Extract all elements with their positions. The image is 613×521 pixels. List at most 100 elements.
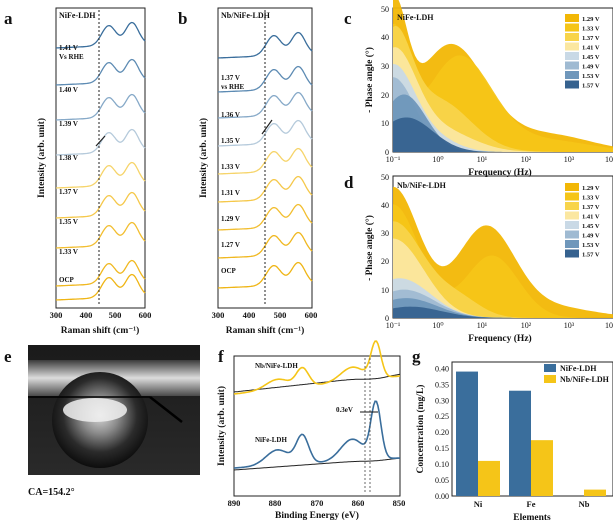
raman-a-label-6: 1.35 V [59, 218, 78, 226]
xps-frame [233, 355, 401, 497]
bode-c-legend-label-7: 1.57 V [582, 83, 600, 90]
raman-b-label-4: 1.33 V [221, 163, 240, 171]
bode-c-legend-swatch-5 [565, 61, 579, 70]
raman-b-label-8: OCP [221, 267, 237, 275]
bode-d-legend-label-6: 1.53 V [582, 242, 600, 249]
raman-b-label-5: 1.31 V [221, 189, 240, 197]
bode-c-legend-swatch-3 [565, 42, 579, 51]
bar-nb-1 [584, 489, 606, 496]
bode-d-ytick-2: 20 [381, 257, 389, 266]
raman-b-arrow [261, 119, 273, 135]
xps-label-top: Nb/NiFe-LDH [255, 362, 298, 370]
bode-d-ytick-3: 30 [381, 229, 389, 238]
raman-a-label-5: 1.37 V [59, 188, 78, 196]
raman-a-curve-3 [55, 128, 146, 156]
bode-c-legend-swatch-6 [565, 71, 579, 79]
raman-b-curve-4 [217, 147, 313, 175]
xps-xtick-2: 870 [311, 498, 324, 508]
xps-xtick-4: 850 [393, 498, 406, 508]
raman-b-curve-0 [217, 31, 313, 59]
bar-xlabel: Elements [513, 513, 551, 521]
bode-d-title: Nb/NiFe-LDH [397, 181, 447, 190]
raman-a-frame [55, 7, 146, 309]
contact-angle-photo: CA=154.2° [28, 345, 200, 498]
bode-c-xtick-0: 10⁻¹ [386, 155, 401, 164]
raman-b-xtick-0: 300 [212, 310, 225, 320]
bode-c-legend-label-0: 1.29 V [582, 16, 600, 23]
panel-label-g: g [412, 347, 421, 366]
bode-d-legend-swatch-7 [565, 249, 579, 258]
droplet-highlight [63, 398, 127, 422]
raman-b-xlabel: Raman shift (cm⁻¹) [226, 325, 305, 336]
bode-c-legend-label-3: 1.41 V [582, 45, 600, 52]
raman-b-label-0: 1.37 V [221, 74, 240, 82]
raman-b-label-2: 1.36 V [221, 111, 240, 119]
bode-c-xtick-5: 10 [605, 155, 613, 164]
bode-d-xtick-4: 10³ [564, 321, 575, 330]
bar-ytick-1: 0.05 [435, 476, 449, 485]
bar-ni-0 [456, 371, 478, 496]
bode-c-title: NiFe-LDH [397, 13, 434, 22]
bode-d-legend-swatch-2 [565, 202, 579, 210]
bar-fe-1 [531, 440, 553, 496]
raman-b-curve-7 [217, 231, 313, 259]
bode-c-ytick-2: 20 [381, 91, 389, 100]
raman-b-title: Nb/NiFe-LDH [221, 11, 271, 20]
bode-d-ytick-0: 0 [385, 314, 389, 323]
bar-xticks: Ni Fe Nb [474, 499, 590, 509]
bode-d-legend-swatch-0 [565, 183, 579, 191]
bar-xtick-2: Nb [579, 499, 590, 509]
raman-b-curve-6 [217, 203, 313, 231]
bode-c-ytick-1: 10 [381, 119, 389, 128]
xps-label-bottom: NiFe-LDH [255, 436, 287, 444]
raman-a-title: NiFe-LDH [59, 11, 96, 20]
bode-c-legend-swatch-0 [565, 14, 579, 22]
bode-d-legend-label-7: 1.57 V [582, 252, 600, 259]
bar-xtick-1: Fe [527, 499, 536, 509]
raman-a-ylabel: Intensity (arb. unit) [36, 118, 47, 198]
raman-a-label-2: 1.40 V [59, 86, 78, 94]
bode-c-legend-swatch-1 [565, 23, 579, 32]
xps-panel: 0.3eV Nb/NiFe-LDH NiFe-LDH 890 880 870 8… [216, 340, 406, 521]
bode-c-ytick-5: 50 [381, 5, 389, 14]
bode-d-legend-label-4: 1.45 V [582, 223, 600, 230]
bode-d-legend-label-3: 1.41 V [582, 214, 600, 221]
raman-a-label-8: OCP [59, 276, 75, 284]
raman-a-panel: NiFe-LDH 1.41 V Vs RHE 1.40 V 1.39 V 1.3… [36, 7, 151, 336]
bode-c-panel: NiFe-LDH 0 10 20 30 40 50 10⁻¹ 10⁰ 10¹ 1… [364, 0, 613, 178]
bode-c-legend-label-4: 1.45 V [582, 54, 600, 61]
xps-xtick-3: 860 [352, 498, 365, 508]
xps-background-bottom [233, 457, 401, 471]
raman-b-frame [217, 7, 313, 309]
bode-d-xlabel: Frequency (Hz) [468, 333, 531, 344]
panel-label-c: c [344, 9, 352, 28]
bar-ytick-7: 0.35 [435, 380, 449, 389]
xps-xtick-0: 890 [228, 498, 241, 508]
bode-d-legend-swatch-5 [565, 230, 579, 239]
raman-a-curve-2 [55, 93, 146, 121]
bode-c-legend-swatch-2 [565, 33, 579, 41]
bar-ni-1 [478, 460, 500, 496]
raman-a-curve-7 [55, 259, 146, 287]
bar-ylabel: Concentration (mg/L) [415, 385, 426, 474]
raman-a-curve-4 [55, 161, 146, 189]
bode-c-xtick-1: 10⁰ [432, 155, 443, 164]
xps-curves [233, 340, 401, 471]
bode-d-legend-label-0: 1.29 V [582, 185, 600, 192]
bode-c-xtick-4: 10³ [564, 155, 575, 164]
bode-c-ytick-0: 0 [385, 148, 389, 157]
xps-ylabel: Intensity (arb. unit) [216, 386, 227, 466]
bar-panel: 0.000.050.100.150.200.250.300.350.40 Ni F… [415, 361, 613, 521]
raman-b-curve-5 [217, 175, 313, 203]
panel-label-b: b [178, 9, 187, 28]
bar-legend-swatch-0 [544, 364, 556, 372]
raman-b-xtick-2: 500 [274, 310, 287, 320]
bode-d-xtick-1: 10⁰ [432, 321, 443, 330]
xps-shift-label: 0.3eV [336, 406, 353, 414]
bode-c-legend-swatch-4 [565, 52, 579, 60]
bode-c-legend: 1.29 V 1.33 V 1.37 V 1.41 V 1.45 V 1.49 V 1.53… [565, 14, 600, 90]
xps-xlabel: Binding Energy (eV) [275, 510, 359, 521]
raman-a-xtick-1: 400 [80, 310, 93, 320]
bar-ytick-0: 0.00 [435, 492, 449, 501]
